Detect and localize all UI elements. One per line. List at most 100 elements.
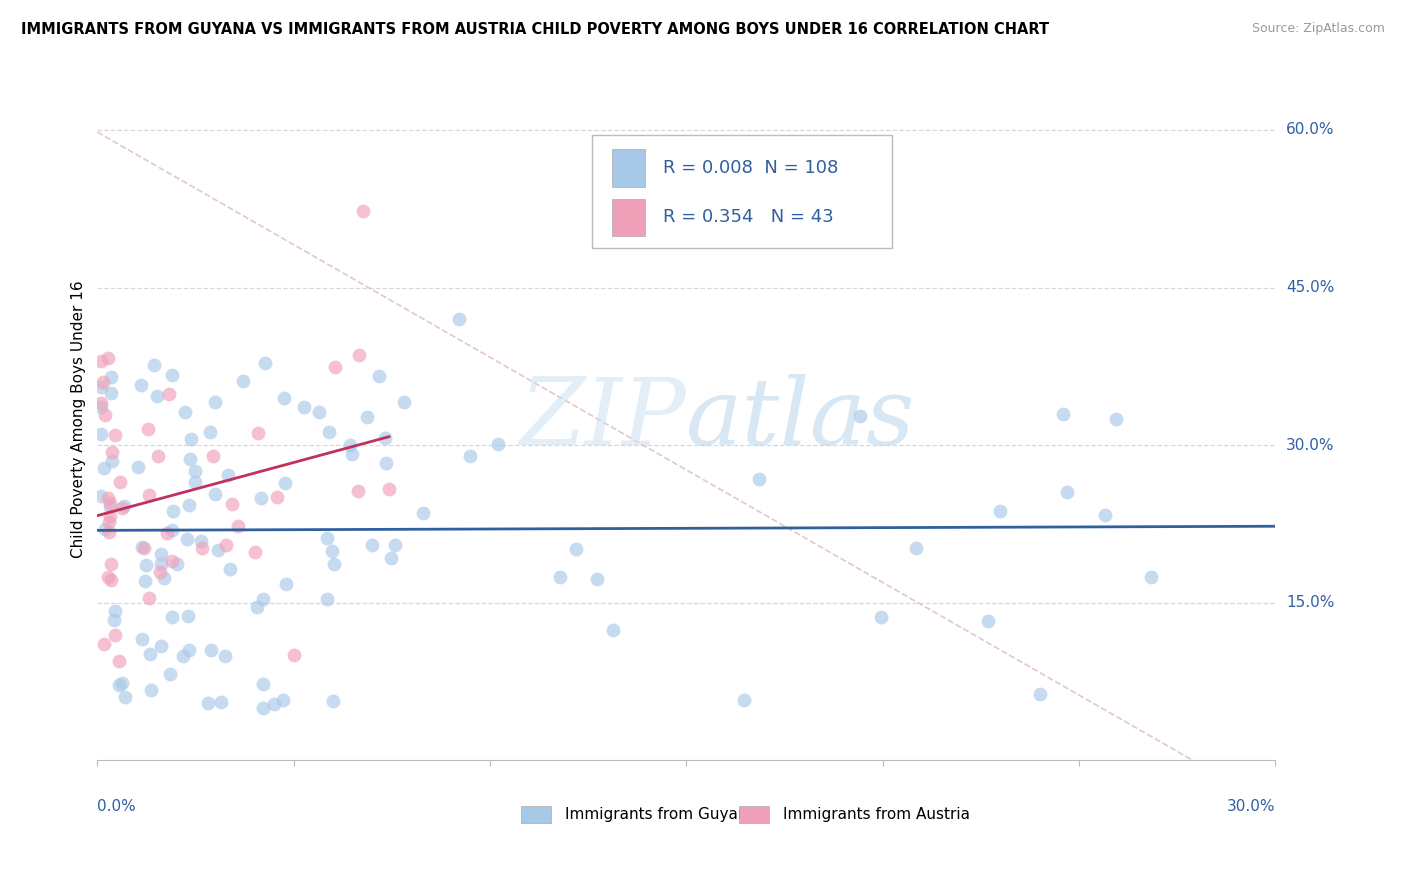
Point	[274, 577, 297, 591]
Point	[129, 377, 152, 392]
Point	[150, 558, 173, 572]
Point	[98, 524, 121, 539]
Point	[274, 476, 297, 491]
Point	[104, 628, 127, 642]
Point	[1140, 570, 1163, 584]
Point	[90, 489, 112, 503]
Point	[733, 692, 755, 706]
Point	[191, 541, 214, 555]
Point	[156, 526, 179, 541]
Point	[114, 690, 136, 705]
Point	[217, 467, 239, 482]
Point	[97, 570, 120, 584]
Text: Source: ZipAtlas.com: Source: ZipAtlas.com	[1251, 22, 1385, 36]
Text: 30.0%: 30.0%	[1226, 799, 1275, 814]
Point	[101, 444, 124, 458]
Point	[134, 574, 156, 589]
Point	[162, 554, 184, 568]
Point	[347, 348, 370, 362]
Point	[127, 460, 149, 475]
Point	[138, 488, 160, 502]
Point	[977, 614, 1000, 628]
Point	[160, 368, 183, 382]
Point	[318, 425, 340, 440]
Point	[150, 548, 173, 562]
Point	[321, 544, 343, 558]
Text: 0.0%: 0.0%	[97, 799, 136, 814]
Point	[352, 204, 374, 219]
Point	[200, 643, 222, 657]
Point	[94, 409, 117, 423]
Point	[1029, 687, 1052, 701]
Point	[988, 504, 1011, 518]
Point	[103, 427, 125, 442]
Text: IMMIGRANTS FROM GUYANA VS IMMIGRANTS FROM AUSTRIA CHILD POVERTY AMONG BOYS UNDER: IMMIGRANTS FROM GUYANA VS IMMIGRANTS FRO…	[21, 22, 1049, 37]
Point	[98, 508, 121, 523]
Point	[179, 498, 201, 512]
Point	[90, 427, 112, 442]
Point	[90, 396, 112, 410]
Point	[273, 391, 295, 405]
Point	[103, 613, 125, 627]
Text: R = 0.354   N = 43: R = 0.354 N = 43	[662, 209, 834, 227]
FancyBboxPatch shape	[612, 199, 645, 236]
Point	[360, 538, 382, 552]
Point	[232, 375, 254, 389]
Point	[179, 452, 201, 467]
Point	[94, 522, 117, 536]
Point	[111, 675, 134, 690]
Point	[153, 571, 176, 585]
Point	[339, 438, 361, 452]
Text: Immigrants from Austria: Immigrants from Austria	[783, 807, 970, 822]
Point	[145, 389, 167, 403]
Point	[162, 504, 184, 518]
Point	[602, 624, 624, 638]
Point	[1094, 508, 1116, 523]
Point	[342, 447, 364, 461]
Point	[266, 490, 288, 504]
Point	[356, 409, 378, 424]
Point	[392, 394, 415, 409]
Text: R = 0.008  N = 108: R = 0.008 N = 108	[662, 159, 838, 177]
Point	[90, 400, 112, 414]
Point	[176, 533, 198, 547]
Point	[100, 369, 122, 384]
Point	[1105, 412, 1128, 426]
Point	[177, 609, 200, 624]
Point	[1052, 407, 1074, 421]
Point	[486, 436, 509, 450]
FancyBboxPatch shape	[522, 806, 551, 823]
Text: atlas: atlas	[686, 374, 915, 464]
Point	[322, 557, 344, 571]
Point	[172, 649, 194, 664]
Point	[111, 500, 134, 515]
Point	[112, 499, 135, 513]
Point	[905, 541, 928, 555]
Point	[204, 487, 226, 501]
Point	[870, 610, 893, 624]
Point	[162, 523, 184, 537]
Y-axis label: Child Poverty Among Boys Under 16: Child Poverty Among Boys Under 16	[72, 280, 86, 558]
Point	[316, 591, 339, 606]
Point	[283, 648, 305, 662]
Point	[378, 482, 401, 496]
Point	[98, 500, 121, 514]
Point	[201, 449, 224, 463]
Point	[214, 648, 236, 663]
Point	[173, 404, 195, 418]
Point	[157, 387, 180, 401]
Point	[136, 422, 159, 436]
Point	[252, 700, 274, 714]
Point	[90, 379, 112, 393]
Point	[204, 394, 226, 409]
Point	[93, 460, 115, 475]
Point	[197, 696, 219, 710]
Point	[243, 545, 266, 559]
Point	[143, 358, 166, 372]
Point	[254, 356, 277, 370]
Point	[375, 456, 398, 470]
Point	[146, 449, 169, 463]
Point	[97, 491, 120, 505]
Point	[380, 550, 402, 565]
Point	[93, 637, 115, 651]
